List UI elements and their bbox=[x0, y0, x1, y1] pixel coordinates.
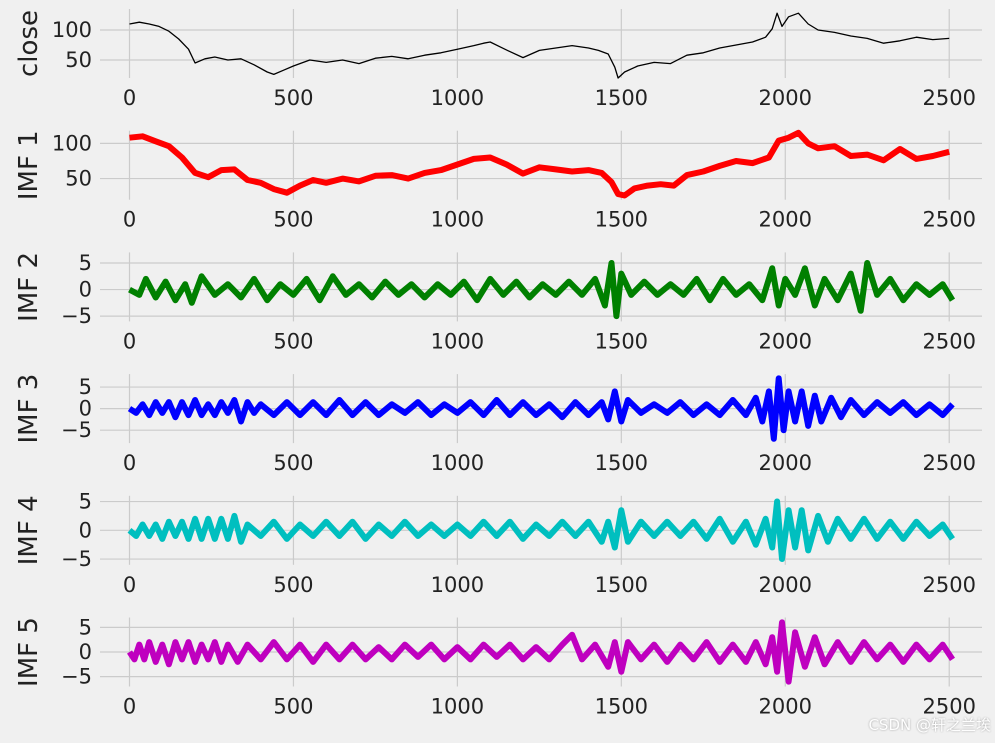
x-tick-label: 2500 bbox=[922, 208, 975, 232]
x-tick-label: 1500 bbox=[595, 451, 648, 475]
y-axis-label: close bbox=[14, 10, 44, 77]
x-tick-label: 2000 bbox=[759, 329, 812, 353]
y-tick-label: 5 bbox=[79, 615, 92, 639]
y-tick-label: 5 bbox=[79, 375, 92, 399]
x-tick-label: 1000 bbox=[431, 695, 484, 719]
series-line-5 bbox=[127, 498, 955, 562]
y-tick-label: 100 bbox=[52, 131, 92, 155]
x-tick-label: 1000 bbox=[431, 86, 484, 110]
y-axis-label: IMF 3 bbox=[14, 374, 44, 444]
x-tick-label: 1000 bbox=[431, 208, 484, 232]
x-tick-label: 2500 bbox=[922, 86, 975, 110]
y-tick-label: 0 bbox=[79, 518, 92, 542]
series-line-1 bbox=[129, 12, 950, 79]
x-tick-label: 0 bbox=[123, 451, 136, 475]
x-tick-label: 2000 bbox=[759, 695, 812, 719]
x-tick-label: 500 bbox=[273, 208, 313, 232]
series-line-4 bbox=[127, 375, 955, 442]
y-axis-label: IMF 5 bbox=[14, 617, 44, 687]
x-tick-label: 500 bbox=[273, 695, 313, 719]
x-tick-label: 1000 bbox=[431, 573, 484, 597]
x-tick-label: 2000 bbox=[759, 86, 812, 110]
y-axis-label: IMF 4 bbox=[14, 495, 44, 565]
series-line-2 bbox=[129, 129, 950, 199]
x-tick-label: 2500 bbox=[922, 573, 975, 597]
series-line-3 bbox=[128, 260, 956, 320]
x-tick-label: 1500 bbox=[595, 695, 648, 719]
x-tick-label: 2000 bbox=[759, 573, 812, 597]
subplot-5: 0 500 1000 1500 2000 2500 −5 0 5 IMF 4 bbox=[14, 490, 982, 597]
y-tick-label: 5 bbox=[79, 251, 92, 275]
subplot-2: 0 500 1000 1500 2000 2500 50 100 IMF 1 bbox=[14, 129, 982, 232]
y-tick-label: 100 bbox=[52, 18, 92, 42]
x-tick-label: 2500 bbox=[922, 451, 975, 475]
x-tick-label: 2000 bbox=[759, 208, 812, 232]
x-tick-label: 2500 bbox=[922, 695, 975, 719]
y-tick-label: 50 bbox=[65, 48, 92, 72]
y-tick-label: 0 bbox=[79, 278, 92, 302]
y-tick-label: −5 bbox=[61, 304, 92, 328]
subplot-1: 0 500 1000 1500 2000 2500 50 100 close bbox=[14, 9, 982, 110]
x-tick-label: 0 bbox=[123, 573, 136, 597]
x-tick-label: 0 bbox=[123, 329, 136, 353]
x-tick-label: 1500 bbox=[595, 329, 648, 353]
x-tick-label: 2000 bbox=[759, 451, 812, 475]
y-axis-label: IMF 1 bbox=[14, 130, 44, 200]
x-tick-label: 1500 bbox=[595, 208, 648, 232]
x-tick-label: 500 bbox=[273, 573, 313, 597]
x-tick-label: 1500 bbox=[595, 573, 648, 597]
y-tick-label: −5 bbox=[61, 665, 92, 689]
x-tick-label: 500 bbox=[273, 329, 313, 353]
y-tick-label: −5 bbox=[61, 418, 92, 442]
y-tick-label: −5 bbox=[61, 547, 92, 571]
x-tick-label: 0 bbox=[123, 86, 136, 110]
x-tick-label: 500 bbox=[273, 451, 313, 475]
x-tick-label: 1000 bbox=[431, 329, 484, 353]
y-tick-label: 50 bbox=[65, 167, 92, 191]
y-tick-label: 0 bbox=[79, 640, 92, 664]
watermark: CSDN @轩之兰埃 bbox=[868, 716, 991, 734]
y-axis-label: IMF 2 bbox=[14, 252, 44, 322]
x-tick-label: 1000 bbox=[431, 451, 484, 475]
y-tick-label: 0 bbox=[79, 397, 92, 421]
y-tick-label: 5 bbox=[79, 490, 92, 514]
x-tick-label: 0 bbox=[123, 695, 136, 719]
x-tick-label: 500 bbox=[273, 86, 313, 110]
x-tick-label: 2500 bbox=[922, 329, 975, 353]
x-tick-label: 1500 bbox=[595, 86, 648, 110]
series-line-6 bbox=[126, 619, 956, 685]
x-tick-label: 0 bbox=[123, 208, 136, 232]
